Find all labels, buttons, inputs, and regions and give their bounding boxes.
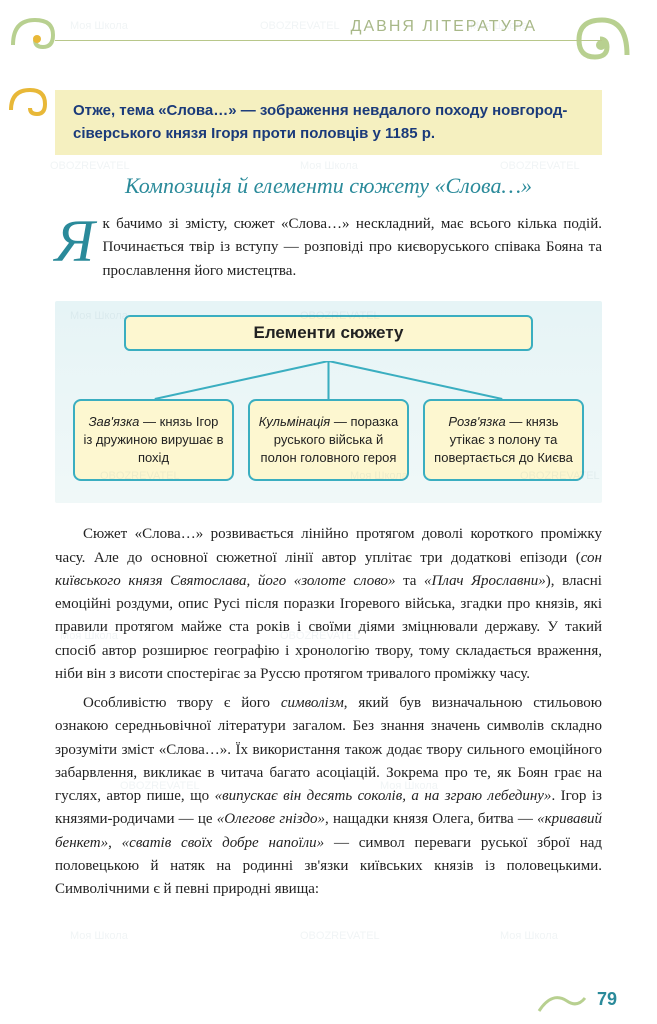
diagram-box-exposition: Зав'язка — князь Ігор із дружиною вируша…	[73, 399, 234, 482]
dropcap: Я	[55, 213, 102, 264]
diagram-box-climax: Кульмінація — поразка руського війська й…	[248, 399, 409, 482]
page-content: Отже, тема «Слова…» — зображення невдало…	[0, 0, 657, 947]
intro-text: к бачимо зі змісту, сюжет «Слова…» нескл…	[102, 216, 602, 279]
box-term: Зав'язка	[89, 414, 140, 429]
diagram-box-resolution: Розв'язка — князь утікає з полону та пов…	[423, 399, 584, 482]
body-paragraph-1: Сюжет «Слова…» розвивається лінійно прот…	[55, 523, 602, 686]
subheading: Композиція й елементи сюжету «Слова…»	[55, 173, 602, 199]
plot-elements-diagram: Елементи сюжету Зав'язка — князь Ігор із…	[55, 301, 602, 504]
theme-highlight-box: Отже, тема «Слова…» — зображення невдало…	[55, 90, 602, 155]
box-term: Розв'язка	[448, 414, 505, 429]
intro-paragraph: Як бачимо зі змісту, сюжет «Слова…» неск…	[55, 213, 602, 283]
diagram-row: Зав'язка — князь Ігор із дружиною вируша…	[73, 399, 584, 482]
body-paragraph-2: Особливістю твору є його символізм, який…	[55, 692, 602, 901]
diagram-connectors	[73, 361, 584, 399]
page-number: 79	[597, 989, 617, 1010]
diagram-title: Елементи сюжету	[124, 315, 533, 351]
box-term: Кульмінація	[259, 414, 331, 429]
footer-flourish-icon	[537, 986, 587, 1016]
highlight-text: Отже, тема «Слова…» — зображення невдало…	[73, 102, 567, 142]
